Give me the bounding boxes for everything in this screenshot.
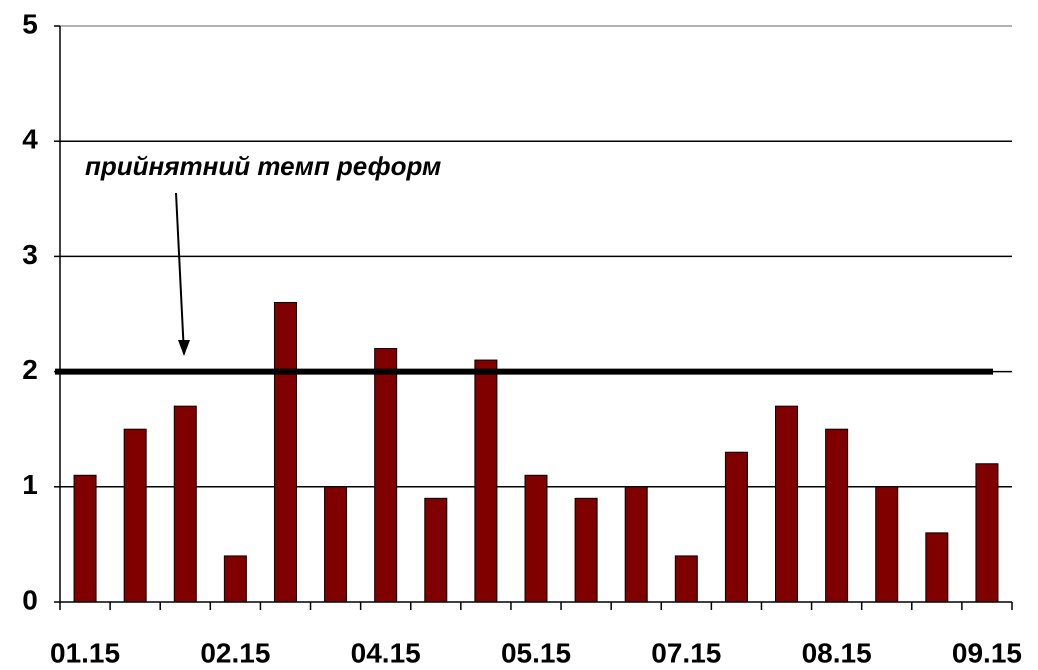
x-tick-label: 09.15 [952, 637, 1022, 668]
y-tick-label: 3 [22, 239, 38, 270]
x-tick-label: 07.15 [651, 637, 721, 668]
bar [223, 555, 247, 603]
bar [73, 474, 97, 603]
bar [624, 486, 648, 603]
bar [975, 463, 999, 603]
x-tick-label: 02.15 [200, 637, 270, 668]
annotation-arrow [175, 192, 185, 355]
x-tick-label: 08.15 [802, 637, 872, 668]
x-tick-label: 05.15 [501, 637, 571, 668]
bar [324, 486, 348, 603]
y-tick-label: 1 [22, 469, 38, 500]
y-tick-label: 5 [22, 8, 38, 39]
bar [674, 555, 698, 603]
bar [524, 474, 548, 603]
annotation: прийнятний темп реформ [85, 151, 441, 181]
y-tick-label: 2 [22, 354, 38, 385]
bar [925, 532, 949, 603]
arrow-head [178, 340, 190, 356]
bar [424, 497, 448, 603]
bar [123, 428, 147, 603]
x-tick-label: 01.15 [50, 637, 120, 668]
bar [474, 359, 498, 603]
bar [775, 405, 799, 603]
bar [724, 451, 748, 603]
bar [374, 348, 398, 603]
y-tick-label: 4 [22, 124, 38, 155]
x-tick-label: 04.15 [351, 637, 421, 668]
bar [574, 497, 598, 603]
bar [273, 301, 297, 603]
y-tick-label: 0 [22, 584, 38, 615]
bar [825, 428, 849, 603]
bar [875, 486, 899, 603]
bar [173, 405, 197, 603]
